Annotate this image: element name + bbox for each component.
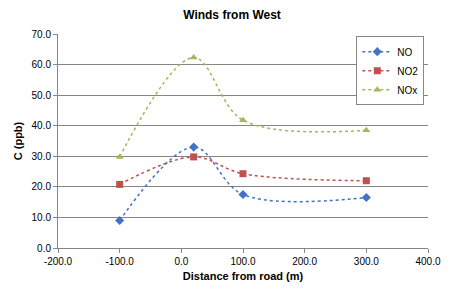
svg-text:0.0: 0.0 — [174, 256, 188, 267]
svg-text:70.0: 70.0 — [32, 29, 52, 40]
svg-text:-200.0: -200.0 — [44, 256, 73, 267]
svg-text:200.0: 200.0 — [292, 256, 317, 267]
svg-text:60.0: 60.0 — [32, 59, 52, 70]
svg-text:400.0: 400.0 — [415, 256, 440, 267]
svg-text:-100.0: -100.0 — [105, 256, 134, 267]
svg-text:300.0: 300.0 — [354, 256, 379, 267]
svg-text:30.0: 30.0 — [32, 151, 52, 162]
svg-text:Winds from West: Winds from West — [183, 8, 281, 22]
svg-text:20.0: 20.0 — [32, 181, 52, 192]
svg-text:10.0: 10.0 — [32, 212, 52, 223]
svg-text:100.0: 100.0 — [230, 256, 255, 267]
svg-text:NO: NO — [397, 47, 412, 58]
svg-text:NOx: NOx — [397, 85, 417, 96]
svg-text:NO2: NO2 — [397, 66, 418, 77]
svg-text:C (ppb): C (ppb) — [12, 121, 24, 160]
svg-text:40.0: 40.0 — [32, 120, 52, 131]
svg-text:Distance from road (m): Distance from road (m) — [183, 270, 304, 282]
svg-text:50.0: 50.0 — [32, 90, 52, 101]
svg-text:0.0: 0.0 — [37, 243, 51, 254]
